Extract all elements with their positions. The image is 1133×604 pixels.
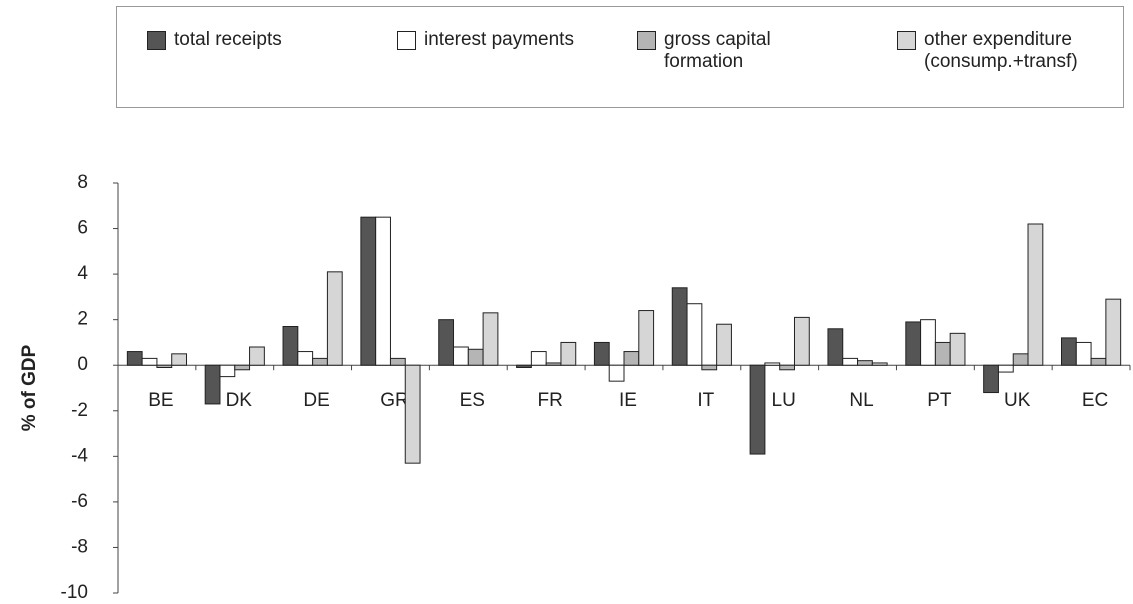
bar xyxy=(671,287,688,366)
bar xyxy=(997,364,1014,373)
x-tick-label: BE xyxy=(148,390,173,411)
x-tick-label: EC xyxy=(1082,390,1108,411)
y-tick-label: -6 xyxy=(71,491,88,512)
y-tick-label: 2 xyxy=(77,309,88,330)
bar xyxy=(1060,337,1077,366)
bar xyxy=(701,364,718,371)
legend-label: interest payments xyxy=(424,29,574,50)
x-tick-label: DE xyxy=(303,390,329,411)
legend-item: total receipts xyxy=(147,29,282,51)
bar xyxy=(312,357,328,366)
legend-item: other expenditure (consump.+transf) xyxy=(897,29,1123,73)
y-tick-label: 4 xyxy=(77,263,88,284)
bar xyxy=(779,364,795,371)
x-tick-label: ES xyxy=(460,390,485,411)
x-tick-label: DK xyxy=(226,390,253,411)
x-tick-label: FR xyxy=(537,390,562,411)
legend-swatch xyxy=(397,31,416,50)
x-tick-label: LU xyxy=(772,390,796,411)
y-tick-label: -10 xyxy=(61,582,88,603)
bar xyxy=(204,364,221,405)
bar xyxy=(282,326,299,366)
bar xyxy=(1027,223,1044,366)
bar xyxy=(842,357,859,366)
bar xyxy=(438,319,455,366)
bar xyxy=(375,216,391,366)
x-tick-label: NL xyxy=(849,390,873,411)
legend-label: total receipts xyxy=(174,29,282,50)
bar xyxy=(219,364,236,378)
bar xyxy=(686,303,703,366)
legend-item: interest payments xyxy=(397,29,574,51)
bar xyxy=(608,364,625,382)
bar xyxy=(467,348,484,366)
y-tick-label: -4 xyxy=(71,445,88,466)
bar xyxy=(949,332,966,366)
bar xyxy=(482,312,499,366)
bar xyxy=(360,216,377,366)
bar xyxy=(1075,341,1092,366)
x-tick-label: IT xyxy=(697,390,714,411)
bar xyxy=(1090,357,1107,366)
bar xyxy=(141,357,158,366)
bar xyxy=(593,341,610,366)
bar xyxy=(638,310,655,366)
x-tick-label: IE xyxy=(619,390,637,411)
bar xyxy=(516,364,532,369)
legend-swatch xyxy=(897,31,916,50)
legend-label: other expenditure (consump.+transf) xyxy=(924,29,1078,72)
x-tick-label: PT xyxy=(927,390,952,411)
bar xyxy=(234,364,251,371)
bar xyxy=(156,364,173,369)
x-tick-label: UK xyxy=(1004,390,1031,411)
bar xyxy=(983,364,999,394)
bar xyxy=(1012,353,1029,366)
legend-swatch xyxy=(147,31,166,50)
bar xyxy=(623,351,640,366)
bar xyxy=(560,341,577,366)
legend-label: gross capital formation xyxy=(664,29,771,72)
bar xyxy=(905,321,922,366)
bar xyxy=(871,362,888,366)
legend: total receipts interest payments gross cap… xyxy=(116,6,1124,108)
bar xyxy=(171,353,188,366)
bar xyxy=(545,362,562,366)
bar xyxy=(1105,298,1122,366)
y-tick-label: 6 xyxy=(77,218,88,239)
bar xyxy=(764,362,781,366)
bar xyxy=(716,323,732,366)
y-tick-label: 0 xyxy=(77,354,88,375)
y-tick-label: -8 xyxy=(71,536,88,557)
bar xyxy=(297,351,314,366)
bar xyxy=(404,364,421,464)
bar xyxy=(920,319,936,366)
bar xyxy=(453,346,469,366)
y-tick-label: 8 xyxy=(77,172,88,193)
bar xyxy=(857,360,873,366)
bar xyxy=(530,351,547,366)
y-axis-label: % of GDP xyxy=(19,344,40,431)
bar xyxy=(793,316,810,366)
bar xyxy=(326,271,343,366)
bar xyxy=(249,346,265,366)
legend-item: gross capital formation xyxy=(637,29,794,73)
legend-swatch xyxy=(637,31,656,50)
x-tick-label: GR xyxy=(380,390,409,411)
bar xyxy=(749,364,766,455)
bar xyxy=(126,351,143,366)
bar xyxy=(827,328,844,366)
bar xyxy=(389,357,406,366)
y-tick-label: -2 xyxy=(71,400,88,421)
bar xyxy=(934,341,951,366)
